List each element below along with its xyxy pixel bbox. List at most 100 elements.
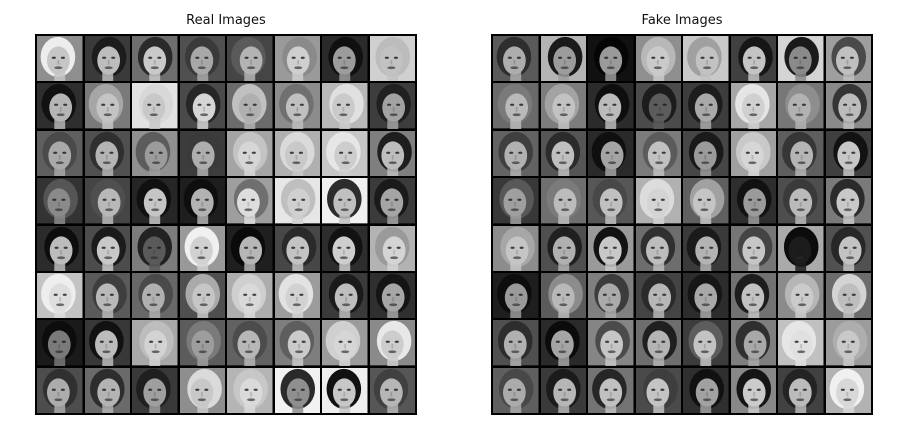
fake-face-thumbnail — [540, 83, 586, 129]
real-face-thumbnail — [84, 130, 130, 177]
fake-face-thumbnail — [730, 225, 776, 271]
fake-face-thumbnail — [635, 178, 681, 224]
fake-face-thumbnail — [540, 320, 586, 366]
fake-face-thumbnail — [493, 36, 539, 82]
real-face-thumbnail — [369, 225, 415, 271]
fake-face-thumbnail — [493, 130, 539, 177]
fake-face-thumbnail — [778, 36, 824, 82]
real-face-thumbnail — [369, 130, 415, 177]
fake-images-grid — [491, 34, 873, 415]
real-face-thumbnail — [84, 320, 130, 366]
real-face-thumbnail — [322, 178, 368, 224]
real-face-thumbnail — [322, 83, 368, 129]
fake-face-thumbnail — [588, 36, 634, 82]
real-face-thumbnail — [369, 178, 415, 224]
fake-face-thumbnail — [493, 225, 539, 271]
real-face-thumbnail — [369, 83, 415, 129]
real-face-thumbnail — [227, 36, 273, 82]
fake-face-thumbnail — [493, 320, 539, 366]
fake-face-thumbnail — [588, 272, 634, 319]
fake-face-thumbnail — [730, 130, 776, 177]
real-images-title: Real Images — [186, 13, 266, 28]
fake-face-thumbnail — [825, 83, 871, 129]
real-face-thumbnail — [37, 83, 83, 129]
fake-face-thumbnail — [588, 83, 634, 129]
real-face-thumbnail — [274, 320, 320, 366]
fake-face-thumbnail — [540, 367, 586, 413]
real-face-thumbnail — [179, 225, 225, 271]
fake-face-thumbnail — [683, 225, 729, 271]
real-face-thumbnail — [274, 130, 320, 177]
fake-face-thumbnail — [493, 178, 539, 224]
fake-face-thumbnail — [730, 272, 776, 319]
real-face-thumbnail — [132, 225, 178, 271]
real-face-thumbnail — [369, 320, 415, 366]
real-face-thumbnail — [84, 83, 130, 129]
fake-face-thumbnail — [493, 272, 539, 319]
fake-face-thumbnail — [493, 367, 539, 413]
fake-face-thumbnail — [730, 367, 776, 413]
fake-face-thumbnail — [825, 130, 871, 177]
real-face-thumbnail — [84, 225, 130, 271]
real-face-thumbnail — [274, 272, 320, 319]
real-face-thumbnail — [132, 178, 178, 224]
real-face-thumbnail — [179, 83, 225, 129]
real-face-thumbnail — [37, 178, 83, 224]
fake-face-thumbnail — [588, 178, 634, 224]
fake-images-title: Fake Images — [641, 13, 723, 28]
fake-face-thumbnail — [778, 272, 824, 319]
fake-face-thumbnail — [730, 320, 776, 366]
fake-face-thumbnail — [635, 272, 681, 319]
real-face-thumbnail — [37, 367, 83, 413]
real-face-thumbnail — [132, 367, 178, 413]
fake-face-thumbnail — [825, 367, 871, 413]
fake-face-thumbnail — [683, 367, 729, 413]
real-face-thumbnail — [322, 367, 368, 413]
fake-face-thumbnail — [493, 83, 539, 129]
real-face-thumbnail — [179, 367, 225, 413]
real-face-thumbnail — [132, 36, 178, 82]
real-face-thumbnail — [37, 130, 83, 177]
real-face-thumbnail — [274, 367, 320, 413]
real-face-thumbnail — [274, 83, 320, 129]
fake-face-thumbnail — [730, 178, 776, 224]
real-face-thumbnail — [274, 36, 320, 82]
real-face-thumbnail — [84, 178, 130, 224]
fake-face-thumbnail — [778, 320, 824, 366]
fake-face-thumbnail — [778, 178, 824, 224]
real-face-thumbnail — [37, 225, 83, 271]
real-face-thumbnail — [84, 272, 130, 319]
real-face-thumbnail — [37, 320, 83, 366]
real-face-thumbnail — [322, 225, 368, 271]
fake-face-thumbnail — [635, 130, 681, 177]
real-face-thumbnail — [179, 320, 225, 366]
real-face-thumbnail — [227, 272, 273, 319]
fake-face-thumbnail — [825, 320, 871, 366]
real-face-thumbnail — [179, 130, 225, 177]
real-face-thumbnail — [322, 272, 368, 319]
real-face-thumbnail — [322, 320, 368, 366]
real-face-thumbnail — [274, 178, 320, 224]
real-images-panel: Real Images — [35, 13, 417, 415]
fake-face-thumbnail — [588, 367, 634, 413]
real-face-thumbnail — [179, 36, 225, 82]
fake-images-panel: Fake Images — [491, 13, 873, 415]
real-images-grid — [35, 34, 417, 415]
fake-face-thumbnail — [635, 225, 681, 271]
fake-face-thumbnail — [683, 320, 729, 366]
fake-face-thumbnail — [683, 36, 729, 82]
fake-face-thumbnail — [635, 320, 681, 366]
real-face-thumbnail — [132, 320, 178, 366]
real-face-thumbnail — [132, 272, 178, 319]
fake-face-thumbnail — [683, 83, 729, 129]
fake-face-thumbnail — [825, 225, 871, 271]
real-face-thumbnail — [227, 225, 273, 271]
real-face-thumbnail — [227, 367, 273, 413]
real-face-thumbnail — [227, 320, 273, 366]
fake-face-thumbnail — [683, 178, 729, 224]
fake-face-thumbnail — [778, 83, 824, 129]
fake-face-thumbnail — [635, 36, 681, 82]
fake-face-thumbnail — [540, 130, 586, 177]
real-face-thumbnail — [227, 178, 273, 224]
real-face-thumbnail — [37, 36, 83, 82]
